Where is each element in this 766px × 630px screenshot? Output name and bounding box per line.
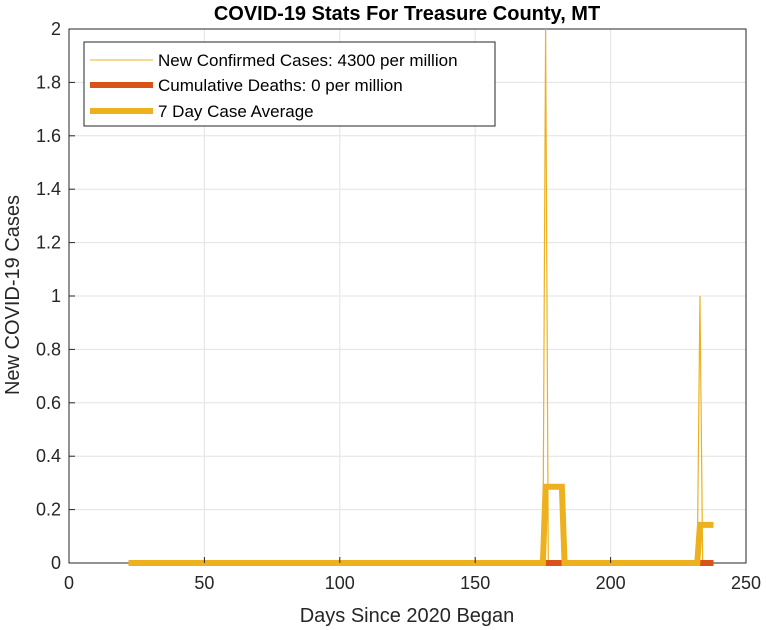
x-axis-label: Days Since 2020 Began: [300, 605, 515, 627]
y-tick-label: 1.2: [36, 233, 61, 253]
y-tick-label: 2: [51, 19, 61, 39]
y-axis-label: New COVID-19 Cases: [2, 195, 24, 395]
x-tick-label: 100: [325, 573, 355, 593]
x-tick-label: 150: [460, 573, 490, 593]
y-tick-label: 1.6: [36, 126, 61, 146]
legend-label-deaths: Cumulative Deaths: 0 per million: [158, 76, 403, 95]
series-line-7day-avg: [128, 483, 714, 566]
y-tick-label: 1.4: [36, 179, 61, 199]
legend-label-new-cases: New Confirmed Cases: 4300 per million: [158, 51, 458, 70]
y-tick-label: 1.8: [36, 72, 61, 92]
series-layer: [128, 28, 714, 566]
x-tick-label: 50: [194, 573, 214, 593]
x-tick-label: 0: [64, 573, 74, 593]
y-tick-label: 0.6: [36, 393, 61, 413]
y-tick-label: 0.8: [36, 339, 61, 359]
y-tick-label: 0.2: [36, 500, 61, 520]
axis-ticks: 0 50 100 150 200 250 0 0.2 0.4 0.6 0.8 1 1.2 1.4 1.6 1.…: [36, 19, 761, 593]
chart-title: COVID-19 Stats For Treasure County, MT: [214, 3, 600, 25]
y-tick-label: 1: [51, 286, 61, 306]
x-tick-label: 250: [731, 573, 761, 593]
x-tick-label: 200: [596, 573, 626, 593]
legend: New Confirmed Cases: 4300 per million Cu…: [83, 41, 496, 127]
legend-label-7day-avg: 7 Day Case Average: [158, 102, 314, 121]
y-tick-label: 0.4: [36, 446, 61, 466]
y-tick-label: 0: [51, 553, 61, 573]
